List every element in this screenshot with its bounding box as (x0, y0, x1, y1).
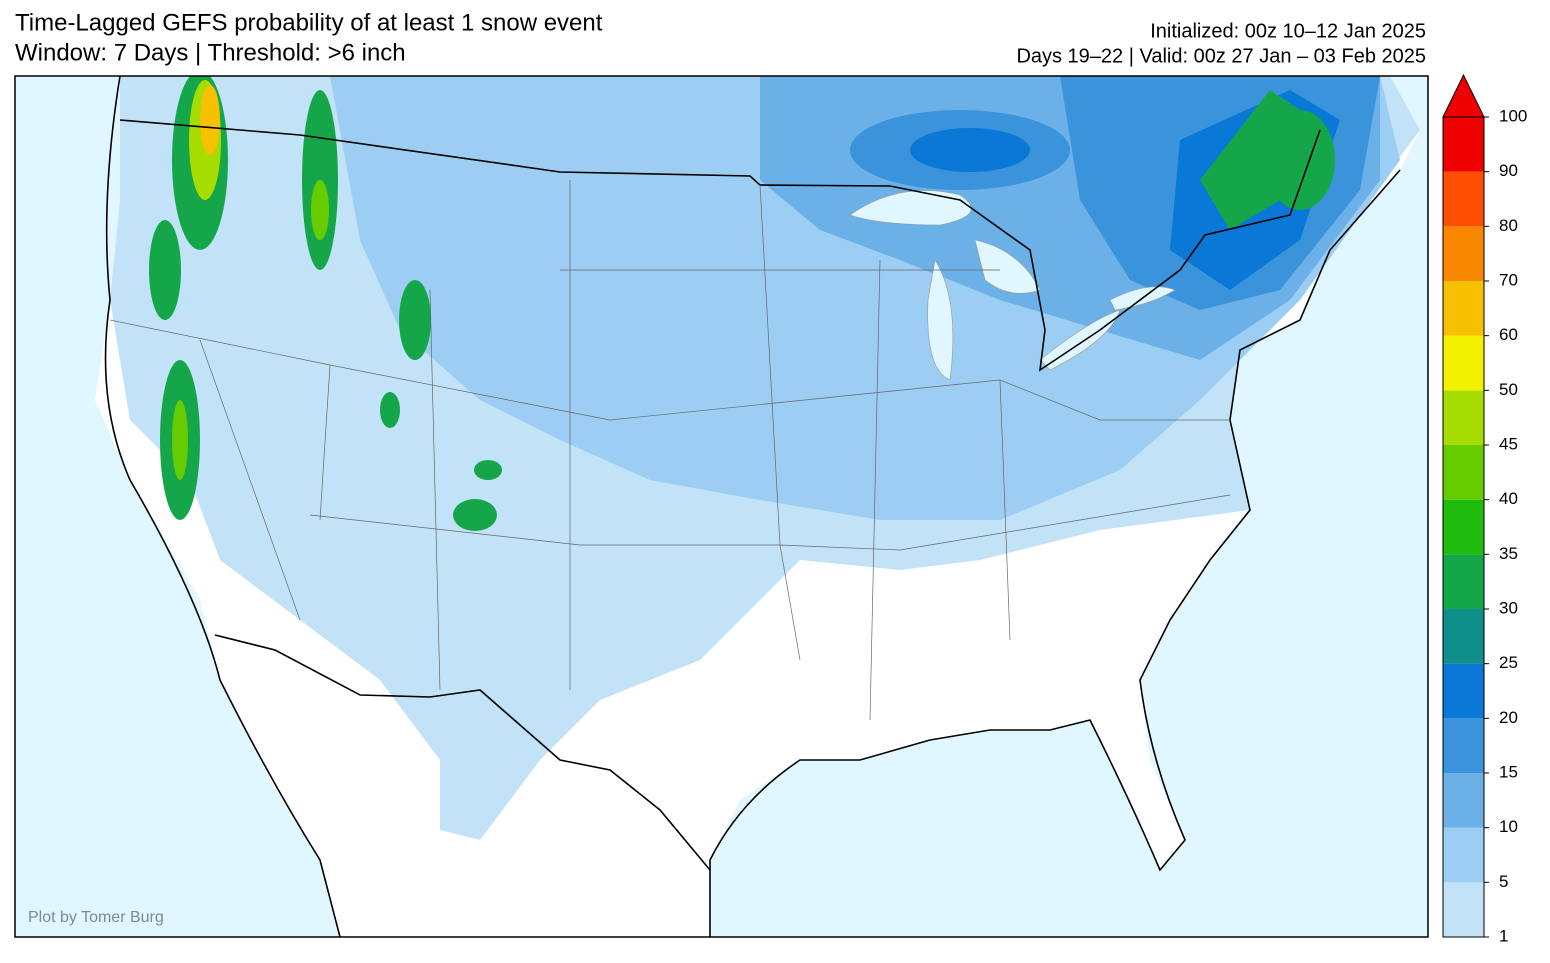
colorbar-tick-label: 20 (1499, 708, 1518, 727)
colorbar-tick-label: 5 (1499, 872, 1508, 891)
colorbar-band (1443, 390, 1484, 445)
valid-text: Days 19–22 | Valid: 00z 27 Jan – 03 Feb … (1016, 45, 1426, 67)
colorbar-band (1443, 609, 1484, 664)
colorbar-band (1443, 773, 1484, 828)
colorbar-tick-label: 45 (1499, 434, 1518, 453)
colorbar-band (1443, 226, 1484, 281)
colorbar-tick-label: 100 (1499, 106, 1527, 125)
colorbar-tick-label: 15 (1499, 762, 1518, 781)
probability-shading (110, 76, 1420, 840)
colorbar-band (1443, 171, 1484, 227)
colorbar-extend (1442, 73, 1485, 118)
colorbar-band (1443, 718, 1484, 773)
colorbar-band (1443, 499, 1484, 555)
colorbar-tick-label: 80 (1499, 216, 1518, 235)
colorbar-band (1443, 882, 1484, 937)
subtitle: Window: 7 Days | Threshold: >6 inch (15, 39, 406, 66)
colorbar-frame (1442, 116, 1485, 938)
colorbar-tick-label: 25 (1499, 653, 1518, 672)
init-text: Initialized: 00z 10–12 Jan 2025 (1150, 20, 1426, 42)
map: Plot by Tomer Burg (14, 75, 1429, 938)
colorbar-band (1443, 335, 1484, 391)
borders (104, 76, 1401, 937)
colorbar-tick-label: 50 (1499, 380, 1518, 399)
colorbar-tick-label: 70 (1499, 270, 1518, 289)
colorbar-tick-label: 10 (1499, 817, 1518, 836)
credit: Plot by Tomer Burg (28, 909, 164, 926)
colorbar-tick-label: 40 (1499, 489, 1518, 508)
colorbar-band (1443, 281, 1484, 336)
colorbar-tick-label: 1 (1499, 926, 1508, 945)
colorbar-tick-label: 35 (1499, 544, 1518, 563)
lakes (849, 190, 1176, 381)
colorbar-tick-label: 30 (1499, 598, 1518, 617)
colorbar-tick-label: 60 (1499, 325, 1518, 344)
colorbar-band (1443, 445, 1484, 500)
title: Time-Lagged GEFS probability of at least… (15, 9, 603, 36)
colorbar-band (1443, 827, 1484, 883)
colorbar-band (1443, 117, 1484, 172)
colorbar-band (1443, 554, 1484, 609)
colorbar-band (1443, 663, 1484, 719)
colorbar-tick-label: 90 (1499, 161, 1518, 180)
state-lines (109, 180, 1231, 721)
map-frame (14, 75, 1429, 938)
